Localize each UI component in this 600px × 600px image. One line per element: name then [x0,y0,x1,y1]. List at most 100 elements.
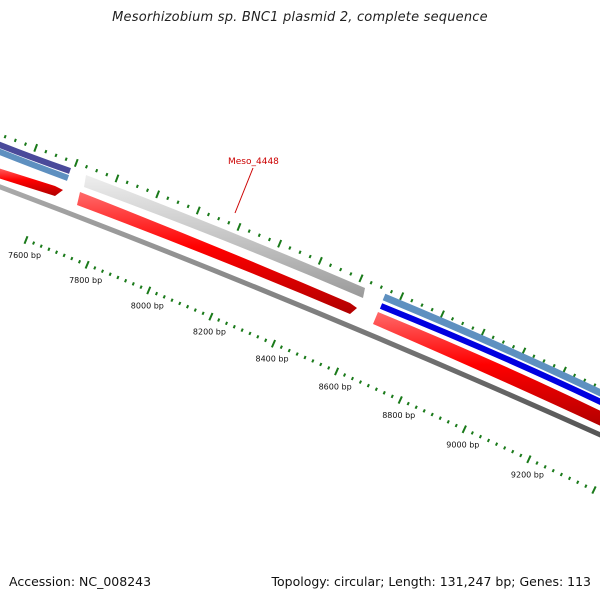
minor-tick [185,304,190,309]
minor-tick [135,184,139,189]
minor-tick [95,168,99,173]
minor-tick [47,247,51,252]
minor-tick [264,338,268,343]
minor-tick [382,390,386,395]
minor-tick [23,142,28,146]
major-tick [236,222,242,231]
minor-tick [543,464,547,469]
minor-tick [551,468,555,473]
minor-tick [327,366,331,370]
minor-tick [342,373,347,377]
minor-tick [358,380,363,384]
minor-tick [224,321,229,326]
minor-tick [319,362,323,367]
major-tick [277,239,283,248]
major-tick [208,312,214,321]
minor-tick [438,416,442,421]
minor-tick [339,267,343,272]
minor-tick [287,348,291,353]
minor-tick [256,335,260,339]
minor-tick [240,328,244,332]
minor-tick [93,266,97,270]
purple-feature-left[interactable] [0,141,71,174]
gene-label-meso-4448[interactable]: Meso_4448 [228,157,279,167]
major-tick [73,158,79,168]
minor-tick [100,269,105,273]
red-gene-middle[interactable] [77,192,357,314]
minor-tick [511,449,515,454]
minor-tick [257,233,261,238]
minor-tick [494,442,499,447]
map-title: Mesorhizobium sp. BNC1 plasmid 2, comple… [112,10,488,25]
minor-tick [170,298,174,302]
minor-tick [295,352,299,356]
minor-tick [54,250,59,255]
minor-tick [486,438,491,443]
minor-tick [77,259,82,264]
steelblue-feature-left[interactable] [0,148,70,181]
minor-tick [166,196,170,201]
gene-label-leader [234,167,254,214]
major-tick [155,190,161,199]
minor-tick [217,216,221,221]
major-tick [23,235,29,245]
major-tick [397,395,403,405]
steelblue-feature-right[interactable] [382,293,600,397]
minor-tick [288,246,292,250]
major-tick [334,367,340,376]
minor-tick [583,378,587,383]
minor-tick [227,220,231,225]
minor-tick [328,263,333,268]
tick-label: 8000 bp [131,301,164,310]
minor-tick [124,278,128,283]
minor-tick [542,359,546,363]
minor-tick [116,275,120,280]
minor-tick [39,244,43,248]
minor-tick [279,345,283,350]
red-gene-left[interactable] [0,167,63,196]
minor-tick [532,354,536,359]
tick-label: 8800 bp [382,411,415,420]
minor-tick [206,212,211,217]
minor-tick [576,480,580,485]
minor-tick [131,282,135,286]
minor-tick [32,241,36,245]
minor-tick [247,229,251,233]
minor-tick [584,484,588,489]
minor-tick [519,453,523,458]
minor-tick [501,340,505,344]
minor-tick [454,423,458,428]
minor-tick [430,412,434,417]
sequence-backbone [0,184,600,438]
minor-tick [389,289,394,294]
gray-gene-meso-4448[interactable] [84,175,365,298]
minor-tick [422,408,426,413]
minor-tick [414,405,418,410]
minor-tick [366,383,370,388]
minor-tick [13,138,17,143]
tick-label: 9200 bp [511,470,544,479]
minor-tick [552,363,556,368]
minor-tick [108,272,112,277]
tick-label: 7600 bp [8,251,41,260]
minor-tick [450,316,455,321]
minor-tick [420,303,424,308]
minor-tick [139,285,143,290]
minor-tick [54,153,58,158]
minor-tick [64,157,68,162]
blue-gene-right[interactable] [379,303,600,405]
major-tick [84,260,90,269]
minor-tick [308,254,312,259]
minor-tick [390,394,394,399]
tick-label: 7800 bp [69,276,102,285]
minor-tick [303,355,307,360]
minor-tick [470,431,474,435]
minor-tick [350,376,355,381]
red-gene-right[interactable] [373,312,600,428]
outer-tick-ring [3,134,597,388]
minor-tick [311,359,315,363]
major-tick [439,310,445,319]
major-tick [146,286,152,295]
major-tick [358,274,364,283]
